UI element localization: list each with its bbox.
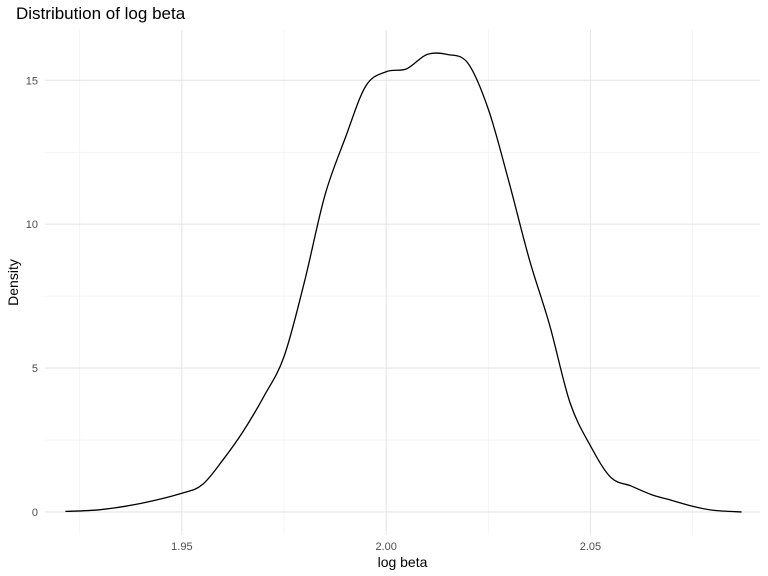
- density-line: [65, 52, 742, 513]
- x-tick-label: 2.05: [580, 541, 601, 553]
- y-tick-label: 5: [32, 363, 38, 375]
- chart-title: Distribution of log beta: [16, 4, 186, 23]
- minor-gridlines: [45, 30, 760, 535]
- y-tick-label: 15: [26, 75, 38, 87]
- x-tick-label: 2.00: [375, 541, 396, 553]
- x-axis-title: log beta: [378, 554, 428, 570]
- y-tick-labels: 0 5 10 15: [26, 75, 38, 519]
- x-tick-labels: 1.95 2.00 2.05: [171, 541, 601, 553]
- x-tick-label: 1.95: [171, 541, 192, 553]
- y-tick-label: 10: [26, 219, 38, 231]
- major-gridlines: [45, 30, 760, 535]
- y-tick-label: 0: [32, 507, 38, 519]
- y-axis-title: Density: [5, 259, 21, 306]
